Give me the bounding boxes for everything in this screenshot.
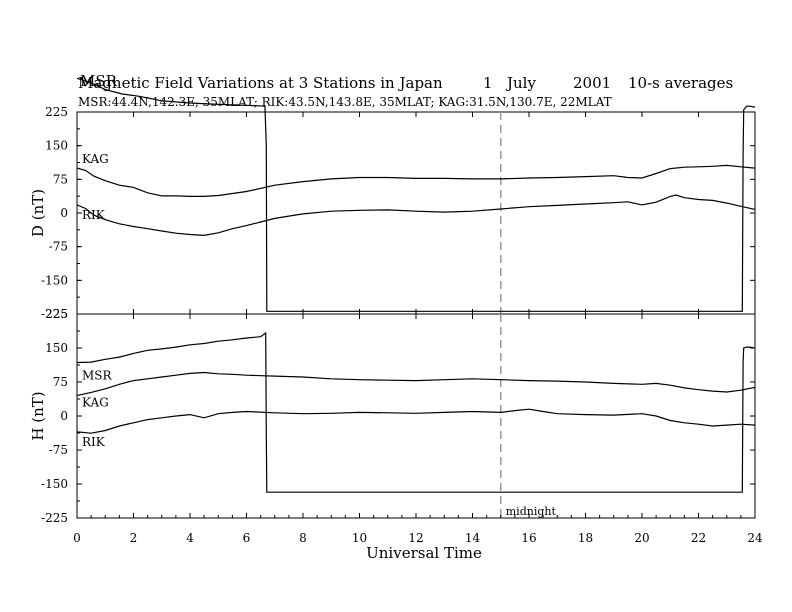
series-label-kag: KAG (82, 396, 109, 410)
y-axis-title: H (nT) (29, 391, 47, 440)
y-tick-label: -225 (41, 307, 68, 321)
chart-header: Magnetic Field Variations at 3 Stations … (78, 72, 733, 109)
y-tick-label: -225 (41, 511, 68, 525)
x-tick-label: 20 (634, 531, 649, 545)
x-tick-label: 22 (691, 531, 706, 545)
series-line-msr (76, 77, 756, 312)
x-tick-label: 10 (352, 531, 367, 545)
y-tick-label: 150 (45, 341, 68, 355)
y-tick-label: 75 (53, 172, 68, 186)
x-tick-label: 4 (186, 531, 194, 545)
y-tick-label: -150 (41, 273, 68, 287)
station-coordinates: MSR:44.4N,142.3E, 35MLAT; RIK:43.5N,143.… (78, 95, 612, 109)
y-axis-title: D (nT) (29, 189, 47, 237)
y-tick-label: 225 (45, 105, 68, 119)
panel-h: 225 150 75 0 -75 -150 -225 H (nT) MSR KAG RIK (29, 307, 756, 525)
y-tick-label: 75 (53, 375, 68, 389)
y-tick-label: 150 (45, 139, 68, 153)
panel-frame (76, 111, 756, 315)
x-tick-label: 8 (299, 531, 307, 545)
panel-d: 225 150 75 0 -75 -150 -225 D (nT) KAG RIK (29, 77, 756, 321)
series-line-kag (76, 371, 756, 397)
y-tick-label: -75 (49, 240, 68, 254)
x-tick-label: 2 (130, 531, 138, 545)
series-line-rik (76, 194, 756, 237)
series-label-rik: RIK (82, 435, 106, 449)
x-tick-label: 24 (747, 531, 763, 545)
date-day: 1 (483, 74, 493, 92)
chart-title-overlay: MSR (80, 72, 118, 90)
y-tick-label: 0 (60, 206, 68, 220)
x-tick-label: 12 (408, 531, 423, 545)
date-year: 2001 (573, 74, 611, 92)
chart-panels: 225 150 75 0 -75 -150 -225 D (nT) KAG RIK 225 150 75… (29, 77, 756, 525)
date-month: July (505, 74, 536, 92)
averaging-label: 10-s averages (628, 74, 733, 92)
y-tick-label: -75 (49, 443, 68, 457)
series-line-msr (76, 331, 756, 493)
series-line-kag (76, 164, 756, 197)
y-tick-label: 225 (45, 307, 68, 321)
x-axis-title: Universal Time (366, 544, 482, 562)
series-label-rik: RIK (82, 208, 106, 222)
x-tick-label: 6 (243, 531, 251, 545)
x-tick-label: 18 (578, 531, 593, 545)
x-tick-label: 16 (521, 531, 536, 545)
y-tick-label: -150 (41, 477, 68, 491)
chart-title: Magnetic Field Variations at 3 Stations … (78, 74, 443, 92)
series-line-rik (76, 408, 756, 434)
x-tick-label: 14 (465, 531, 481, 545)
midnight-annotation: midnight (506, 505, 557, 518)
y-tick-label: 0 (60, 409, 68, 423)
series-label-msr: MSR (82, 369, 113, 383)
x-tick-label: 0 (73, 531, 81, 545)
series-label-kag: KAG (82, 152, 109, 166)
